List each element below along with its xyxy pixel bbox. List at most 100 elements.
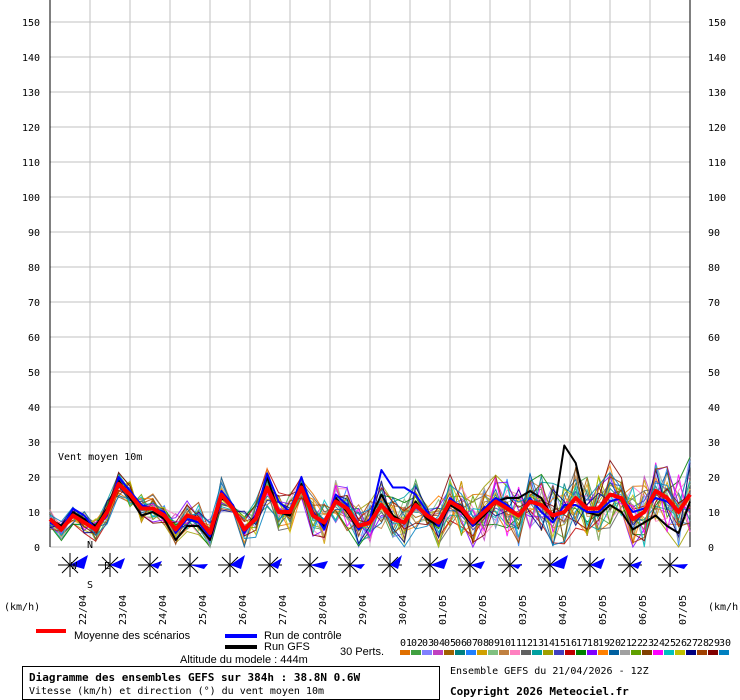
- series-line: [48, 482, 692, 535]
- wind-icon: [98, 553, 125, 577]
- date-label: 04/05: [558, 595, 569, 625]
- pert-number: 19: [598, 638, 610, 649]
- pert-swatch: [510, 650, 520, 655]
- wind-icon: [658, 553, 688, 577]
- legend-mean-label: Moyenne des scénarios: [74, 630, 191, 642]
- pert-number: 14: [543, 638, 555, 649]
- pert-swatch: [642, 650, 652, 655]
- y-tick-label-right: 70: [708, 298, 720, 309]
- ensemble-run-label: Ensemble GEFS du 21/04/2026 - 12Z: [450, 666, 649, 677]
- y-unit-right: (km/h): [708, 602, 740, 613]
- chart-subtitle: Vitesse (km/h) et direction (°) du vent …: [29, 686, 325, 697]
- pert-swatch: [576, 650, 586, 655]
- y-tick-label-left: 60: [28, 333, 40, 344]
- date-label: 30/04: [398, 595, 409, 625]
- y-tick-label-left: 150: [22, 18, 40, 29]
- pert-number: 22: [631, 638, 643, 649]
- pert-number: 24: [653, 638, 665, 649]
- copyright: Copyright 2026 Meteociel.fr: [450, 685, 629, 698]
- compass-letter: E: [104, 561, 110, 572]
- y-unit-left: (km/h): [4, 602, 40, 613]
- pert-swatch: [499, 650, 509, 655]
- pert-swatch: [598, 650, 608, 655]
- wind-icon: [578, 553, 605, 577]
- pert-swatch: [466, 650, 476, 655]
- date-label: 01/05: [438, 595, 449, 625]
- wind-icon: [338, 553, 365, 577]
- compass-letter: W: [71, 561, 78, 572]
- chart-annotation: Vent moyen 10m: [58, 452, 142, 463]
- wind-icon: [218, 553, 245, 577]
- date-label: 07/05: [678, 595, 689, 625]
- wind-icon: [298, 553, 328, 577]
- pert-swatch: [686, 650, 696, 655]
- grid: [49, 0, 691, 548]
- date-label: 25/04: [198, 595, 209, 625]
- pert-number: 11: [510, 638, 522, 649]
- y-tick-label-left: 40: [28, 403, 40, 414]
- pert-swatch: [653, 650, 663, 655]
- pert-swatch: [631, 650, 641, 655]
- pert-swatch: [697, 650, 707, 655]
- y-tick-label-left: 10: [28, 508, 40, 519]
- y-tick-label-right: 90: [708, 228, 720, 239]
- pert-swatch: [708, 650, 718, 655]
- date-label: 06/05: [638, 595, 649, 625]
- y-tick-label-right: 80: [708, 263, 720, 274]
- pert-number: 18: [587, 638, 599, 649]
- y-tick-label-left: 50: [28, 368, 40, 379]
- pert-number: 17: [576, 638, 588, 649]
- pert-number: 03: [422, 638, 434, 649]
- y-tick-label-right: 120: [708, 123, 726, 134]
- date-label: 26/04: [238, 595, 249, 625]
- pert-swatch: [675, 650, 685, 655]
- pert-swatch: [565, 650, 575, 655]
- pert-swatch: [477, 650, 487, 655]
- pert-number: 05: [444, 638, 456, 649]
- y-tick-label-right: 140: [708, 53, 726, 64]
- pert-number: 01: [400, 638, 412, 649]
- wind-icon: [138, 553, 162, 577]
- pert-swatch: [433, 650, 443, 655]
- y-tick-label-left: 90: [28, 228, 40, 239]
- compass-letter: N: [87, 540, 93, 551]
- pert-number: 02: [411, 638, 423, 649]
- y-tick-label-right: 30: [708, 438, 720, 449]
- y-tick-label-right: 50: [708, 368, 720, 379]
- wind-icon: [418, 553, 448, 577]
- y-tick-label-right: 110: [708, 158, 726, 169]
- pert-number: 20: [609, 638, 621, 649]
- y-tick-label-left: 80: [28, 263, 40, 274]
- y-tick-label-right: 150: [708, 18, 726, 29]
- pert-number: 13: [532, 638, 544, 649]
- pert-number: 23: [642, 638, 654, 649]
- pert-swatch: [521, 650, 531, 655]
- pert-number: 30: [719, 638, 731, 649]
- wind-icon: [178, 553, 208, 577]
- pert-line: [49, 474, 691, 548]
- pert-swatch: [664, 650, 674, 655]
- pert-number: 08: [477, 638, 489, 649]
- date-label: 03/05: [518, 595, 529, 625]
- pert-number: 21: [620, 638, 632, 649]
- y-tick-label-right: 20: [708, 473, 720, 484]
- pert-number: 04: [433, 638, 445, 649]
- y-tick-label-left: 110: [22, 158, 40, 169]
- pert-number: 16: [565, 638, 577, 649]
- y-tick-label-left: 100: [22, 193, 40, 204]
- wind-icon: [458, 553, 485, 577]
- wind-icon: [58, 553, 88, 577]
- pert-number: 07: [466, 638, 478, 649]
- altitude-label: Altitude du modele : 444m: [180, 654, 308, 666]
- pert-swatch: [620, 650, 630, 655]
- wind-icon: [258, 553, 282, 577]
- y-tick-label-left: 120: [22, 123, 40, 134]
- pert-swatch: [543, 650, 553, 655]
- pert-number: 10: [499, 638, 511, 649]
- main-series: [48, 444, 692, 541]
- y-tick-label-left: 20: [28, 473, 40, 484]
- pert-swatch: [532, 650, 542, 655]
- perts-label: 30 Perts.: [340, 646, 385, 658]
